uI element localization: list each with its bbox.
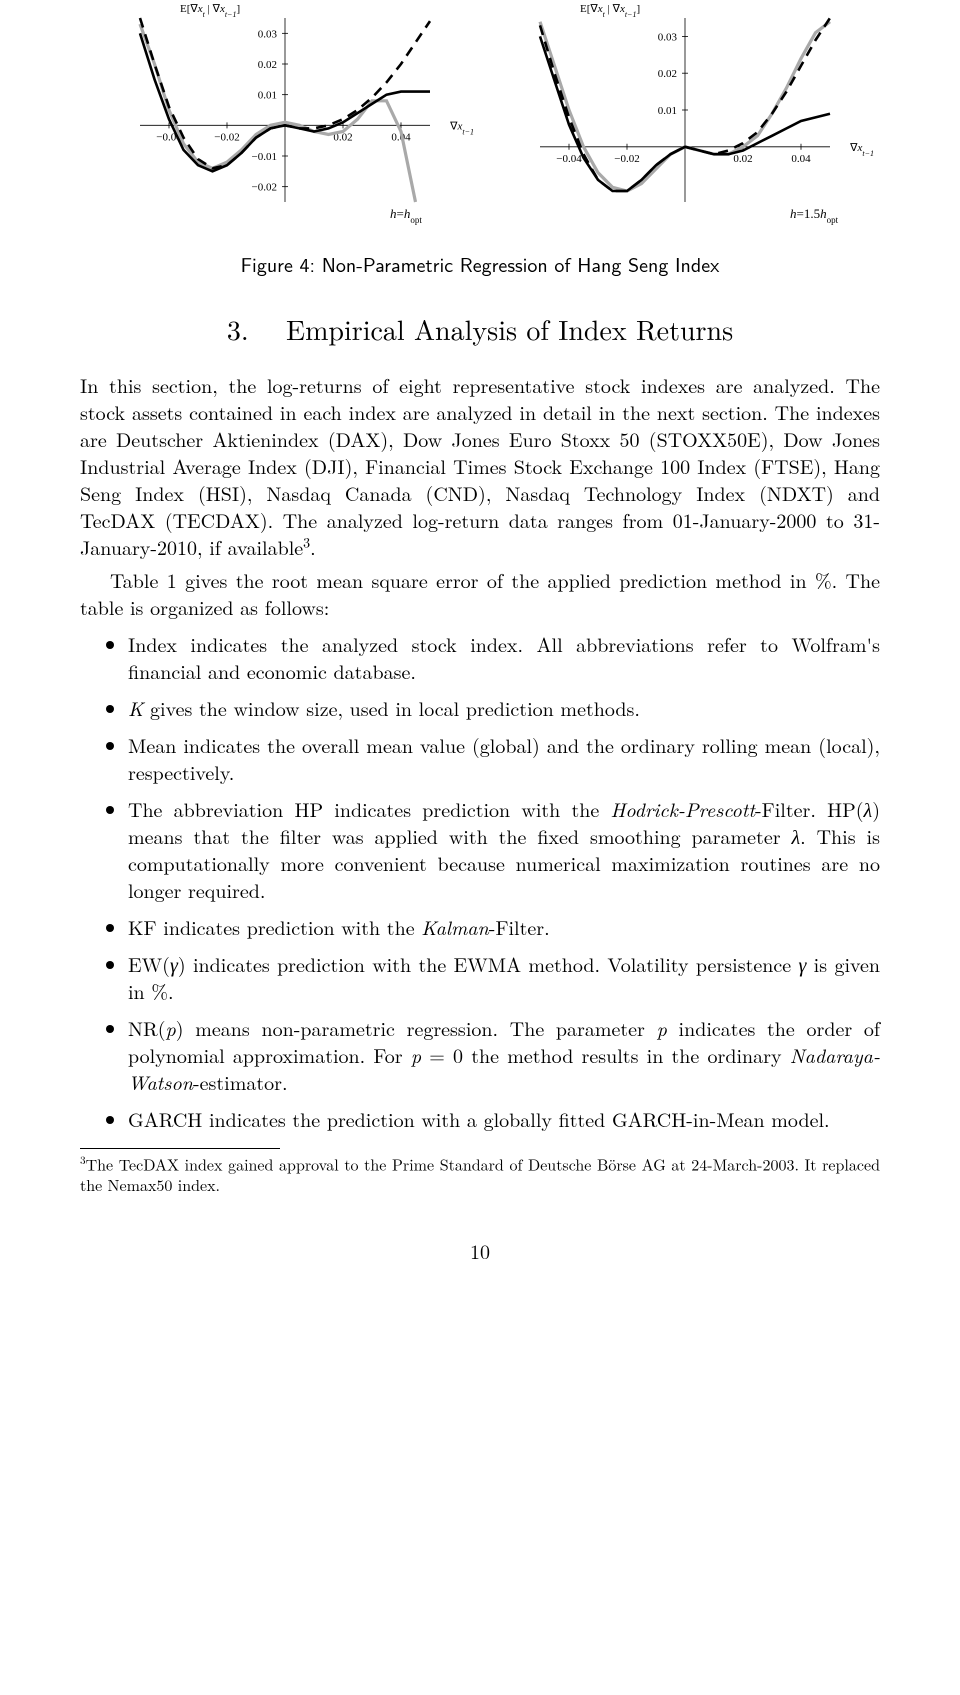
svg-text:0.04: 0.04 <box>791 153 811 165</box>
svg-text:−0.02: −0.02 <box>252 182 277 194</box>
section-heading: 3. Empirical Analysis of Index Returns <box>80 309 880 349</box>
list-item: The abbreviation HP indicates prediction… <box>128 795 880 903</box>
svg-text:h=1.5hopt: h=1.5hopt <box>790 206 839 225</box>
svg-text:E[∇xt | ∇xt−1]: E[∇xt | ∇xt−1] <box>580 3 640 19</box>
svg-text:E[∇xt | ∇xt−1]: E[∇xt | ∇xt−1] <box>180 3 240 19</box>
svg-text:0.01: 0.01 <box>258 90 277 102</box>
svg-text:0.02: 0.02 <box>258 59 277 71</box>
svg-text:0.02: 0.02 <box>658 68 677 80</box>
list-item: Index indicates the analyzed stock index… <box>128 630 880 684</box>
section-number: 3. <box>227 309 249 349</box>
list-item: NR(p) means non-parametric regression. T… <box>128 1014 880 1095</box>
paragraph-2: Table 1 gives the root mean square error… <box>80 566 880 620</box>
svg-text:h=hopt: h=hopt <box>390 206 422 225</box>
page-number: 10 <box>80 1236 880 1265</box>
svg-text:−0.02: −0.02 <box>614 153 639 165</box>
svg-text:0.03: 0.03 <box>258 28 278 40</box>
list-item: EW(γ) indicates prediction with the EWMA… <box>128 950 880 1004</box>
footnote-rule <box>80 1148 280 1149</box>
list-item: KF indicates prediction with the Kalman-… <box>128 913 880 940</box>
svg-text:−0.04: −0.04 <box>556 153 582 165</box>
figure-4-charts: E[∇xt | ∇xt−1] −0.04 −0.02 0.02 0.04 −0.02 −0.… <box>80 0 880 230</box>
chart-left: E[∇xt | ∇xt−1]−0.04−0.020.020.04−0.02−0.… <box>80 0 480 230</box>
figure-caption: Figure 4: Non-Parametric Regression of H… <box>80 250 880 279</box>
bullet-list: Index indicates the analyzed stock index… <box>80 630 880 1132</box>
paragraph-1: In this section, the log-returns of eigh… <box>80 371 880 560</box>
section-title: Empirical Analysis of Index Returns <box>286 309 733 349</box>
svg-text:∇xt−1: ∇xt−1 <box>449 120 474 136</box>
chart-right: E[∇xt | ∇xt−1] −0.04 −0.02 0.02 0.04 0.01 0.02… <box>480 0 880 230</box>
list-item: Mean indicates the overall mean value (g… <box>128 731 880 785</box>
svg-text:0.01: 0.01 <box>658 105 677 117</box>
list-item: GARCH indicates the prediction with a gl… <box>128 1105 880 1132</box>
svg-text:∇xt−1: ∇xt−1 <box>849 142 874 158</box>
svg-text:−0.01: −0.01 <box>252 151 277 163</box>
svg-text:−0.02: −0.02 <box>214 131 239 143</box>
svg-text:0.02: 0.02 <box>733 153 752 165</box>
list-item: K gives the window size, used in local p… <box>128 694 880 721</box>
footnote: 3The TecDAX index gained approval to the… <box>80 1153 880 1196</box>
svg-text:0.03: 0.03 <box>658 31 678 43</box>
